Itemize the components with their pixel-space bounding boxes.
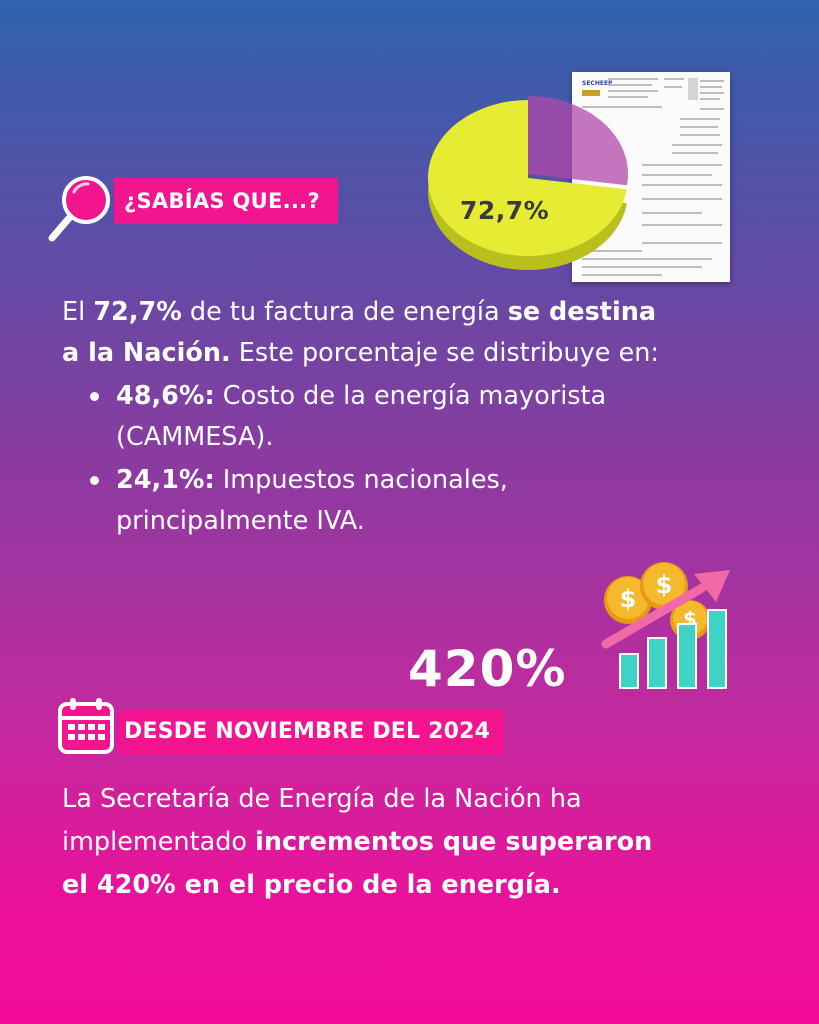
bars-icon: [619, 609, 727, 689]
text-el: El: [62, 297, 94, 327]
list-item: 24,1%: Impuestos nacionales, principalmen…: [86, 460, 766, 542]
calendar-icon: [58, 698, 114, 754]
bullet-text: Costo de la energía mayorista: [214, 381, 607, 411]
distribution-list: 48,6%: Costo de la energía mayorista (CAM…: [86, 376, 766, 544]
pie-percentage-label: 72,7%: [460, 196, 550, 225]
arrow-up-icon: [601, 570, 730, 649]
text-start2: implementado: [62, 827, 256, 857]
bill-brand: SECHEEP: [582, 80, 613, 87]
text-start: La Secretaría de Energía de la Nación ha: [62, 784, 582, 814]
list-item: 48,6%: Costo de la energía mayorista (CAM…: [86, 376, 766, 458]
text-end: Este porcentaje se distribuye en:: [230, 338, 659, 368]
text-bold1: se destina: [507, 297, 657, 327]
text-bold2: a la Nación.: [62, 338, 231, 368]
section-heading-sabias: ¿SABÍAS QUE...?: [114, 178, 338, 224]
svg-text:$: $: [620, 585, 637, 613]
pie-slice-major: [428, 100, 627, 256]
chart-growth-icon: $ $ $: [601, 562, 730, 689]
bullet-text-cont: principalmente IVA.: [116, 506, 365, 536]
paragraph-secretaria: La Secretaría de Energía de la Nación ha…: [62, 778, 782, 907]
bullet-text: Impuestos nacionales,: [214, 465, 508, 495]
text-pct: 72,7%: [93, 297, 182, 327]
bullet-text-cont: (CAMMESA).: [116, 422, 274, 452]
text-bold1: incrementos que superaron: [255, 827, 653, 857]
text-mid: de tu factura de energía: [181, 297, 508, 327]
bullet-value: 48,6%:: [116, 381, 215, 411]
big-stat-420: 420%: [408, 640, 567, 698]
section-heading-desde: DESDE NOVIEMBRE DEL 2024: [118, 710, 505, 754]
magnifier-icon: [48, 176, 110, 242]
pie-chart: [428, 96, 628, 270]
pie-slice-minor: [528, 96, 628, 186]
text-bold2: el 420% en el precio de la energía.: [62, 870, 561, 900]
svg-text:$: $: [656, 571, 673, 599]
paragraph-factura: El 72,7% de tu factura de energía se des…: [62, 292, 782, 374]
bullet-value: 24,1%:: [116, 465, 215, 495]
